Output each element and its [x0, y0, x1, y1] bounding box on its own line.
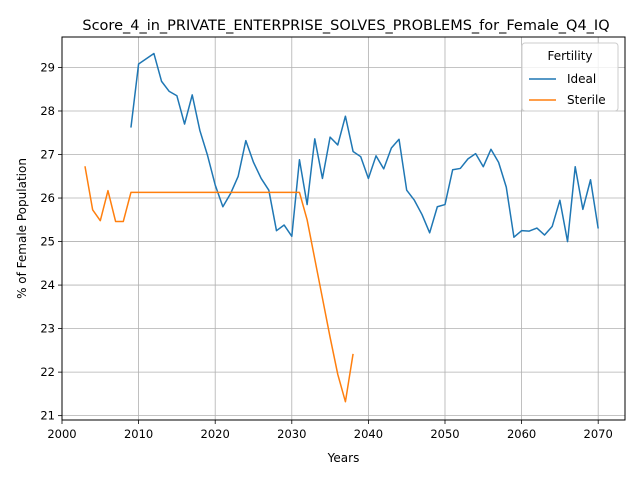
- y-tick-label: 28: [40, 104, 55, 118]
- y-tick-label: 25: [40, 235, 55, 249]
- plot-frame: [61, 36, 626, 421]
- x-tick-label: 2070: [584, 427, 613, 441]
- legend-items: Ideal Sterile: [529, 72, 606, 107]
- x-tick-label: 2010: [124, 427, 153, 441]
- x-axis: 2000 2010 2020 2030 2040 2050 2060 2070: [47, 420, 613, 441]
- series-line-sterile: [84, 166, 354, 403]
- x-axis-label: Years: [327, 451, 360, 465]
- y-tick-label: 21: [40, 409, 55, 423]
- y-axis-label: % of Female Population: [15, 158, 29, 299]
- legend-label-sterile: Sterile: [567, 93, 606, 107]
- x-tick-label: 2050: [430, 427, 459, 441]
- x-tick-label: 2040: [354, 427, 383, 441]
- legend-box: [521, 42, 619, 112]
- y-tick-label: 24: [40, 278, 55, 292]
- x-tick-label: 2060: [507, 427, 536, 441]
- y-tick-label: 26: [40, 191, 55, 205]
- x-tick-label: 2030: [277, 427, 306, 441]
- y-tick-label: 29: [40, 60, 55, 74]
- y-axis: 21 22 23 24 25 26 27 28 29: [40, 60, 62, 423]
- legend-label-ideal: Ideal: [567, 72, 596, 86]
- chart-title: Score_4_in_PRIVATE_ENTERPRISE_SOLVES_PRO…: [82, 18, 609, 34]
- series-line-ideal: [130, 52, 599, 243]
- legend-title: Fertility: [547, 49, 592, 63]
- x-tick-label: 2000: [47, 427, 76, 441]
- y-tick-label: 23: [40, 322, 55, 336]
- y-tick-label: 22: [40, 365, 55, 379]
- series-layer: [84, 52, 599, 403]
- legend: Fertility Ideal Sterile: [521, 42, 619, 112]
- y-tick-label: 27: [40, 148, 55, 162]
- x-tick-label: 2020: [201, 427, 230, 441]
